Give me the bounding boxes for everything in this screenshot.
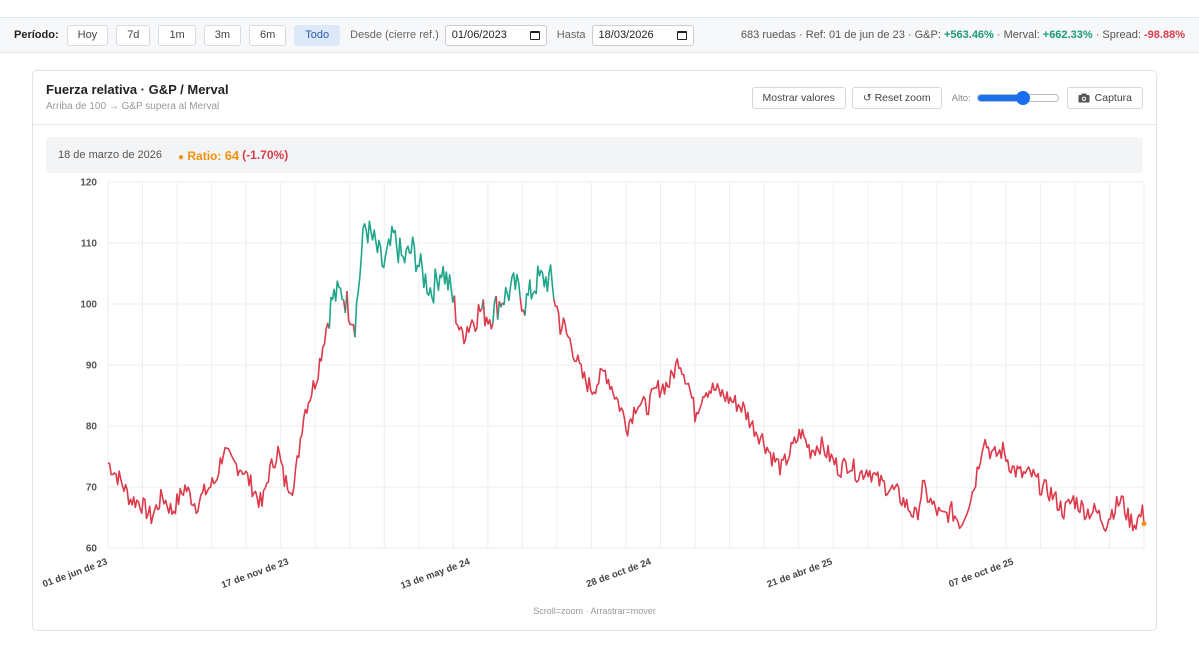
series-segment [328, 280, 345, 329]
chart-card: Fuerza relativa · G&P / Merval Arriba de… [32, 70, 1157, 631]
series-lines [107, 220, 1147, 532]
series-segment [482, 299, 494, 330]
x-tick-label: 17 de nov de 23 [220, 556, 290, 591]
separator: · [907, 29, 912, 41]
reset-zoom-button[interactable]: ↺ Reset zoom [851, 87, 942, 109]
y-tick-label: 100 [80, 300, 97, 311]
period-hoy-button[interactable]: Hoy [66, 24, 109, 46]
hasta-date-input[interactable]: 18/03/2026 [591, 24, 694, 46]
slider-thumb[interactable] [1016, 91, 1031, 105]
desde-date-value: 01/06/2023 [451, 29, 507, 41]
y-axis-ticks: 60 70 80 90 100 110 120 [80, 178, 97, 555]
ratio-dot-icon: ● [177, 151, 185, 163]
card-title: Fuerza relativa · G&P / Merval [46, 82, 229, 97]
separator: · [799, 29, 803, 41]
capture-label: Captura [1094, 92, 1132, 104]
y-tick-label: 110 [81, 239, 98, 250]
alto-slider[interactable] [976, 91, 1059, 105]
series-segment [354, 220, 456, 338]
capture-button[interactable]: Captura [1066, 87, 1143, 109]
ratio-line-chart[interactable]: 60 70 80 90 100 110 120 01 de jun de 23 17 de n… [33, 71, 1158, 632]
period-toolbar: Período: Hoy 7d 1m 3m 6m Todo Desde (cie… [0, 17, 1199, 53]
y-tick-label: 80 [86, 422, 98, 433]
desde-label: Desde (cierre ref.) [350, 29, 439, 41]
period-1m-button[interactable]: 1m [158, 24, 196, 46]
y-tick-label: 90 [86, 361, 98, 372]
x-tick-label: 13 de may de 24 [399, 556, 472, 592]
series-segment [519, 297, 526, 316]
hasta-date-value: 18/03/2026 [598, 29, 654, 41]
x-tick-label: 28 de oct de 24 [585, 556, 653, 590]
merval-label: Merval: [1003, 29, 1040, 41]
series-segment [524, 264, 555, 316]
series-segment [346, 291, 356, 338]
hover-info-bar: 18 de marzo de 2026 ● Ratio: 64 (-1.70%) [46, 137, 1143, 173]
chart-grid [107, 181, 1145, 549]
gp-label: G&P: [914, 29, 941, 41]
x-tick-label: 07 de oct de 25 [947, 556, 1015, 590]
info-ratio: ● Ratio: 64 [178, 148, 239, 163]
alto-label: Alto: [951, 92, 971, 104]
y-tick-label: 70 [86, 483, 98, 494]
chart-hint: Scroll=zoom · Arrastrar=mover [533, 606, 656, 616]
last-point-marker [1141, 521, 1147, 527]
period-6m-button[interactable]: 6m [249, 24, 287, 46]
ratio-change: (-1.70%) [242, 148, 289, 162]
ratio-value: 64 [224, 147, 240, 163]
series-segment [496, 301, 501, 320]
y-tick-label: 60 [86, 544, 98, 555]
calendar-icon[interactable] [529, 30, 540, 40]
hasta-label: Hasta [556, 29, 586, 41]
period-7d-button[interactable]: 7d [116, 24, 151, 46]
ruedas-count: 683 ruedas [740, 29, 796, 41]
merval-value: +662.33% [1042, 29, 1093, 41]
stats-summary: 683 ruedas · Ref: 01 de jun de 23 · G&P:… [741, 29, 1185, 41]
card-subtitle: Arriba de 100 → G&P supera al Merval [46, 101, 220, 112]
separator: · [996, 29, 1001, 41]
ratio-label: Ratio: [187, 148, 222, 163]
ref-date: Ref: 01 de jun de 23 [805, 29, 905, 41]
x-tick-label: 21 de abr de 25 [766, 556, 835, 590]
card-header: Fuerza relativa · G&P / Merval Arriba de… [33, 71, 1156, 125]
series-segment [553, 298, 1145, 532]
desde-date-input[interactable]: 01/06/2023 [444, 24, 547, 46]
spread-value: -98.88% [1144, 29, 1185, 41]
series-segment [503, 272, 521, 305]
slider-fill [977, 95, 1024, 101]
info-date: 18 de marzo de 2026 [58, 149, 162, 161]
x-axis-ticks: 01 de jun de 23 17 de nov de 23 13 de may … [41, 556, 1016, 592]
period-3m-button[interactable]: 3m [203, 24, 241, 46]
period-label: Período: [14, 29, 59, 41]
spread-label: Spread: [1102, 29, 1141, 41]
series-segment [453, 295, 483, 345]
y-tick-label: 120 [80, 178, 97, 189]
gp-value: +563.46% [943, 29, 994, 41]
calendar-icon[interactable] [676, 30, 687, 40]
camera-icon [1078, 93, 1090, 103]
period-todo-button[interactable]: Todo [294, 24, 341, 46]
x-tick-label: 01 de jun de 23 [41, 556, 109, 590]
series-segment [107, 322, 331, 525]
chart-tools: Mostrar valores ↺ Reset zoom Alto: Captu… [746, 87, 1143, 109]
show-values-button[interactable]: Mostrar valores [751, 87, 846, 109]
separator: · [1095, 29, 1100, 41]
